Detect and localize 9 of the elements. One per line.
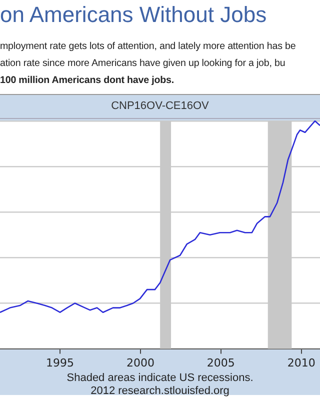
text: 2012 research.stlouisfed.org — [90, 385, 230, 398]
x-tick-label: 1995 — [46, 356, 74, 370]
chart-subtitle: mployment rate gets lots of attention, and lately more attention has be ation rate since more Americans have given up looking for a job, bu 100 million Americans dont have jobs. — [0, 40, 296, 88]
chart-title: on Americans Without Jobs — [0, 1, 267, 29]
text: CNP16OV-CE16OV — [0, 95, 320, 119]
x-tick-label: 2000 — [126, 356, 154, 370]
x-tick-label: 2010 — [287, 356, 316, 370]
text: Shaded areas indicate US recessions. — [66, 372, 254, 385]
x-tick-label: 2005 — [206, 356, 235, 370]
